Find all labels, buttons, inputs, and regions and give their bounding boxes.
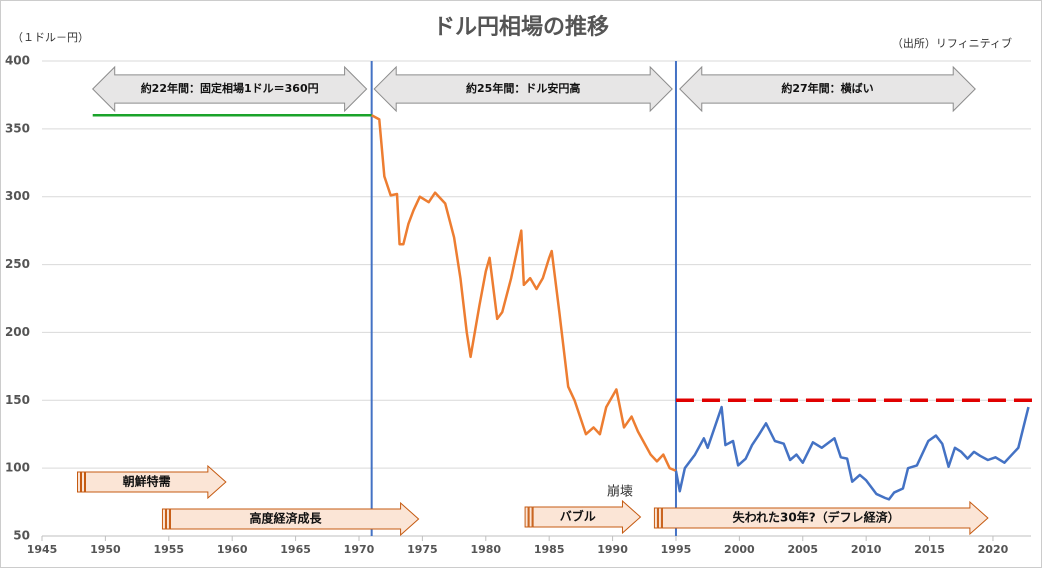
x-tick-label: 1995 — [661, 543, 692, 556]
event-arrow-tail — [653, 507, 658, 529]
x-tick-label: 2020 — [978, 543, 1009, 556]
event-arrow — [661, 500, 989, 536]
x-tick-label: 1960 — [217, 543, 248, 556]
event-arrow-tail — [81, 471, 86, 493]
x-tick-label: 1990 — [597, 543, 628, 556]
event-arrow-tail — [657, 507, 662, 529]
y-tick-label: 350 — [5, 121, 30, 135]
y-tick-label: 250 — [5, 257, 30, 271]
x-tick-label: 2010 — [851, 543, 882, 556]
y-tick-label: 100 — [5, 461, 30, 475]
event-arrow-tail — [161, 508, 166, 530]
event-arrow — [532, 499, 642, 535]
event-label: バブル — [560, 509, 596, 524]
x-tick-label: 2005 — [787, 543, 818, 556]
y-tick-label: 150 — [5, 393, 30, 407]
period-label: 約27年間：横ばい — [781, 81, 873, 95]
event-arrow-tail — [528, 506, 533, 528]
event-arrow — [169, 501, 420, 537]
y-tick-label: 50 — [13, 529, 30, 543]
x-tick-label: 1955 — [153, 543, 184, 556]
period-arrow — [679, 65, 976, 113]
event-arrow — [85, 464, 227, 500]
x-tick-label: 1970 — [344, 543, 375, 556]
x-tick-label: 1980 — [470, 543, 501, 556]
period-arrow — [373, 65, 673, 113]
series-line — [371, 114, 677, 473]
period-label: 約22年間：固定相場1ドル＝360円 — [141, 81, 319, 95]
x-tick-label: 1965 — [280, 543, 311, 556]
x-tick-label: 1945 — [27, 543, 58, 556]
event-arrow-tail — [165, 508, 170, 530]
period-arrow — [92, 65, 368, 113]
x-tick-label: 2015 — [914, 543, 945, 556]
y-tick-label: 400 — [5, 54, 30, 68]
event-arrow-tail — [524, 506, 529, 528]
event-label: 失われた30年?（デフレ経済） — [733, 510, 900, 525]
source: （出所）リフィニティブ — [892, 36, 1012, 50]
y-axis-label: （１ドル－円） — [12, 31, 89, 44]
event-arrow-tail — [77, 471, 82, 493]
chart-title: ドル円相場の推移 — [433, 14, 609, 40]
series-line — [674, 405, 1030, 501]
y-tick-label: 300 — [5, 189, 30, 203]
x-tick-label: 2000 — [724, 543, 755, 556]
event-label: 高度経済成長 — [250, 511, 323, 526]
x-tick-label: 1975 — [407, 543, 438, 556]
event-label: 朝鮮特需 — [123, 474, 171, 489]
x-tick-label: 1985 — [534, 543, 565, 556]
note: 崩壊 — [607, 485, 633, 500]
y-tick-label: 200 — [5, 325, 30, 339]
period-label: 約25年間：ドル安円高 — [466, 81, 580, 95]
x-tick-label: 1950 — [90, 543, 121, 556]
